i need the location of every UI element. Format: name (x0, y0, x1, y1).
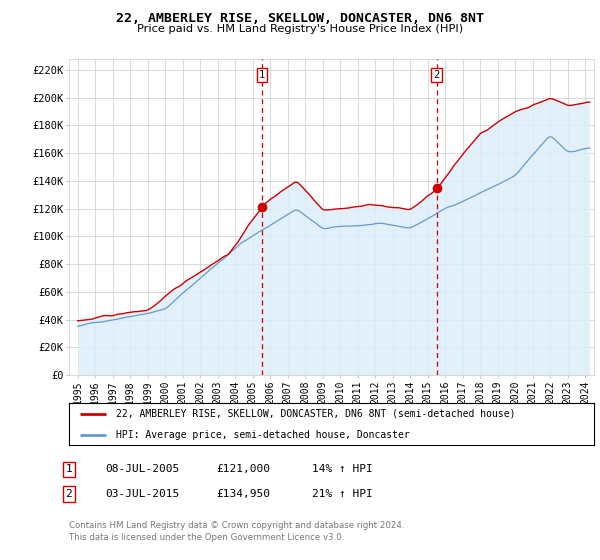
Text: 22, AMBERLEY RISE, SKELLOW, DONCASTER, DN6 8NT: 22, AMBERLEY RISE, SKELLOW, DONCASTER, D… (116, 12, 484, 25)
Text: £121,000: £121,000 (216, 464, 270, 474)
Text: 1: 1 (65, 464, 73, 474)
Text: 2: 2 (433, 70, 440, 80)
Text: 2: 2 (65, 489, 73, 499)
Text: Price paid vs. HM Land Registry's House Price Index (HPI): Price paid vs. HM Land Registry's House … (137, 24, 463, 34)
Text: 14% ↑ HPI: 14% ↑ HPI (312, 464, 373, 474)
Text: Contains HM Land Registry data © Crown copyright and database right 2024.: Contains HM Land Registry data © Crown c… (69, 521, 404, 530)
Text: 03-JUL-2015: 03-JUL-2015 (105, 489, 179, 499)
Text: £134,950: £134,950 (216, 489, 270, 499)
Text: 21% ↑ HPI: 21% ↑ HPI (312, 489, 373, 499)
Text: 08-JUL-2005: 08-JUL-2005 (105, 464, 179, 474)
Text: 22, AMBERLEY RISE, SKELLOW, DONCASTER, DN6 8NT (semi-detached house): 22, AMBERLEY RISE, SKELLOW, DONCASTER, D… (116, 409, 516, 419)
Text: This data is licensed under the Open Government Licence v3.0.: This data is licensed under the Open Gov… (69, 533, 344, 542)
Text: 1: 1 (259, 70, 265, 80)
Text: HPI: Average price, semi-detached house, Doncaster: HPI: Average price, semi-detached house,… (116, 430, 410, 440)
